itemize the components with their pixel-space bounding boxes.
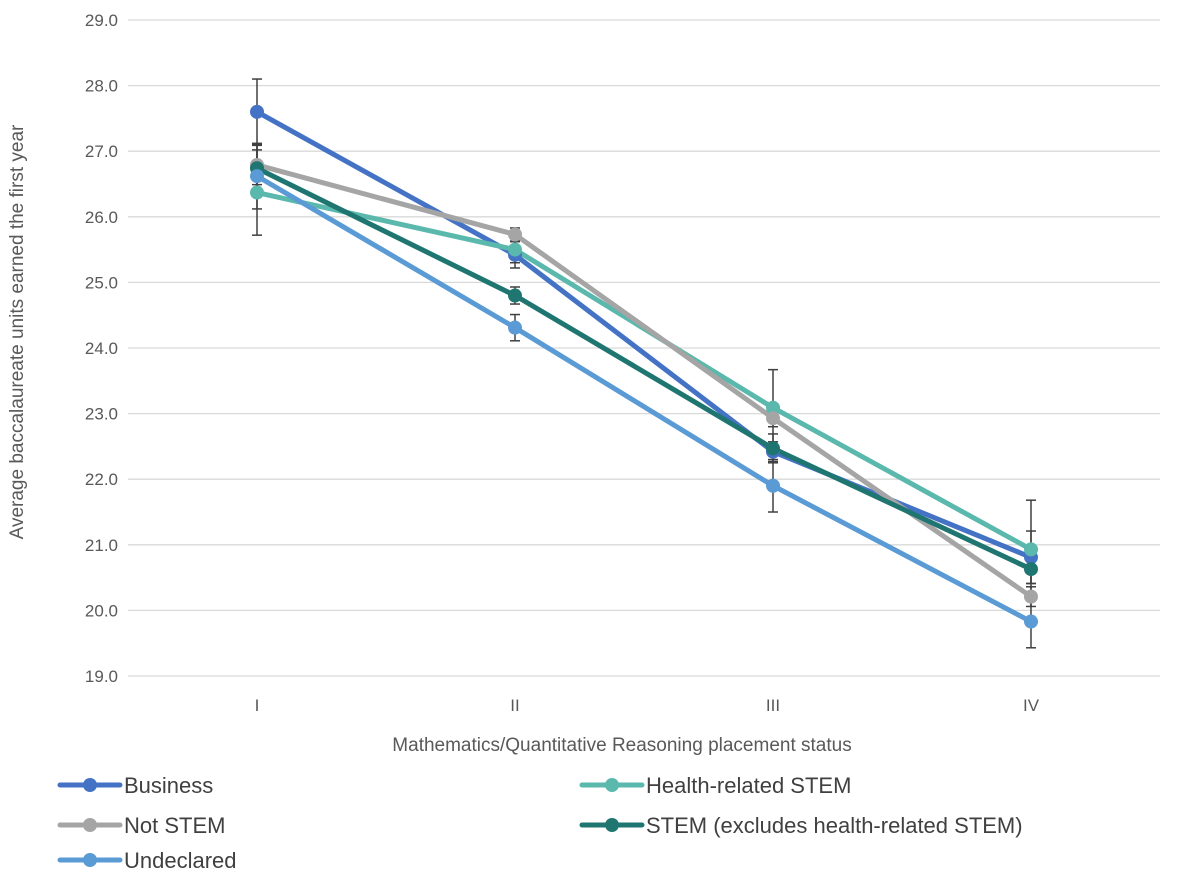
data-point [508, 227, 522, 242]
legend-item: Not STEM [57, 813, 225, 838]
x-tick-label: IV [1023, 696, 1040, 715]
legend-swatch-marker [83, 778, 97, 792]
series-line [254, 109, 1034, 560]
data-point [766, 478, 780, 493]
legend-item: STEM (excludes health-related STEM) [579, 813, 1023, 838]
legend: Business Health-related STEM Not STEM STEM … [57, 773, 1023, 873]
y-axis-tick-labels: 19.0 20.0 21.0 22.0 23.0 24.0 25.0 26.0 27.0 28.0… [85, 11, 118, 686]
x-tick-label: II [510, 696, 519, 715]
legend-label: Business [124, 773, 213, 798]
y-tick-label: 23.0 [85, 405, 118, 424]
y-tick-label: 21.0 [85, 536, 118, 555]
y-tick-label: 19.0 [85, 667, 118, 686]
data-point [250, 104, 264, 119]
series-line [254, 162, 1034, 600]
y-tick-label: 26.0 [85, 208, 118, 227]
data-point [508, 288, 522, 303]
legend-swatch-marker [83, 818, 97, 832]
data-point [1024, 542, 1038, 557]
legend-item: Health-related STEM [579, 773, 851, 798]
data-point [766, 441, 780, 456]
legend-label: Not STEM [124, 813, 225, 838]
series-line [254, 173, 1034, 625]
gridlines [128, 19, 1160, 677]
legend-label: Health-related STEM [646, 773, 851, 798]
x-axis-title: Mathematics/Quantitative Reasoning place… [392, 735, 851, 756]
data-point [1024, 589, 1038, 604]
data-point [250, 185, 264, 200]
data-point [250, 169, 264, 184]
legend-item: Business [57, 773, 213, 798]
data-point [508, 320, 522, 335]
x-tick-label: I [255, 696, 260, 715]
data-point [766, 411, 780, 426]
data-point [508, 242, 522, 257]
legend-swatch-marker [83, 853, 97, 867]
series-points [250, 104, 1038, 629]
y-tick-label: 27.0 [85, 142, 118, 161]
series-lines [254, 109, 1034, 625]
data-point [1024, 562, 1038, 577]
y-tick-label: 24.0 [85, 339, 118, 358]
y-tick-label: 29.0 [85, 11, 118, 30]
series-line [254, 165, 1034, 572]
legend-label: Undeclared [124, 848, 237, 873]
data-point [1024, 614, 1038, 629]
y-tick-label: 25.0 [85, 273, 118, 292]
y-tick-label: 20.0 [85, 601, 118, 620]
data-point [766, 400, 780, 415]
y-axis-title: Average baccalaureate units earned the f… [7, 124, 28, 539]
y-tick-label: 22.0 [85, 470, 118, 489]
legend-label: STEM (excludes health-related STEM) [646, 813, 1023, 838]
legend-swatch-marker [605, 818, 619, 832]
x-tick-label: III [766, 696, 780, 715]
x-axis-tick-labels: I II III IV [255, 696, 1040, 715]
legend-swatch-marker [605, 778, 619, 792]
y-tick-label: 28.0 [85, 77, 118, 96]
legend-item: Undeclared [57, 848, 237, 873]
